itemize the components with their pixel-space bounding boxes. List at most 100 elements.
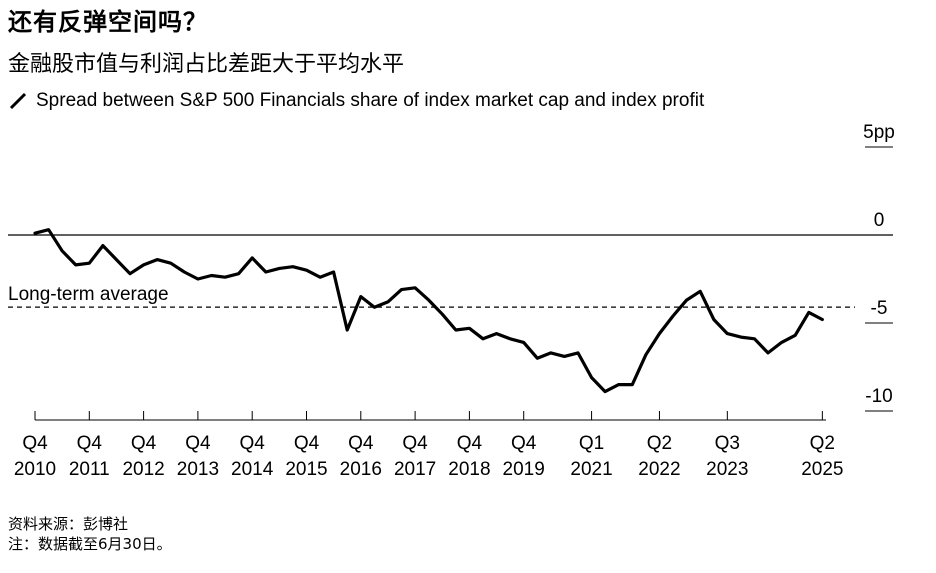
data-point — [644, 353, 648, 356]
data-point — [33, 232, 37, 235]
x-tick-year: 2017 — [394, 459, 436, 480]
data-point — [468, 327, 471, 330]
x-tick-quarter: Q4 — [131, 433, 157, 454]
data-point — [590, 376, 593, 379]
x-tick-quarter: Q4 — [402, 433, 428, 454]
data-point — [576, 351, 580, 355]
data-point — [291, 265, 295, 268]
data-point — [685, 298, 688, 302]
source-note: 资料来源：彭博社 — [8, 515, 129, 533]
data-point — [346, 328, 349, 332]
data-point — [563, 355, 566, 358]
data-point — [237, 272, 240, 275]
data-point — [196, 277, 200, 281]
data-point — [603, 390, 607, 393]
x-tick-quarter: Q3 — [715, 433, 740, 454]
data-point — [128, 272, 132, 275]
data-point — [47, 228, 50, 231]
data-point — [821, 318, 824, 321]
x-tick-year: 2023 — [706, 459, 748, 480]
data-point — [794, 334, 797, 337]
footer: 资料来源：彭博社 注：数据截至6月30日。 — [8, 514, 172, 554]
legend-label: Spread between S&P 500 Financials share … — [36, 90, 705, 111]
y-tick-label: -10 — [865, 386, 892, 407]
data-point — [617, 383, 620, 386]
legend: Spread between S&P 500 Financials share … — [8, 90, 704, 112]
y-tick-label: 0 — [874, 210, 885, 231]
data-point — [671, 314, 675, 318]
data-point — [495, 332, 498, 335]
x-tick-quarter: Q4 — [185, 433, 211, 454]
data-point — [441, 313, 444, 316]
page-subtitle: 金融股市值与利润占比差距大于平均水平 — [8, 52, 405, 77]
x-tick-year: 2019 — [503, 459, 545, 480]
x-tick-year: 2011 — [69, 459, 110, 480]
x-tick-quarter: Q1 — [579, 433, 604, 454]
x-tick-year: 2022 — [638, 459, 680, 480]
data-point — [536, 357, 539, 360]
x-tick-year: 2021 — [570, 459, 612, 480]
data-point — [454, 328, 458, 332]
x-tick-quarter: Q4 — [294, 433, 320, 454]
data-point — [427, 298, 430, 302]
data-point — [183, 270, 186, 274]
x-tick-year: 2015 — [285, 459, 327, 480]
x-tick-quarter: Q4 — [22, 433, 48, 454]
x-tick-quarter: Q4 — [457, 433, 483, 454]
series-line — [33, 228, 824, 394]
data-point — [305, 269, 308, 272]
y-tick-label: -5 — [871, 298, 888, 319]
data-point — [698, 290, 702, 293]
data-point — [631, 383, 634, 386]
data-point — [264, 270, 267, 274]
data-point — [780, 341, 783, 344]
data-point — [373, 305, 376, 309]
data-point — [766, 351, 770, 355]
data-point — [332, 270, 335, 274]
data-point — [481, 337, 485, 341]
x-tick-quarter: Q2 — [810, 433, 835, 454]
long-term-average-label: Long-term average — [8, 284, 169, 305]
footnote: 注：数据截至6月30日。 — [8, 535, 172, 553]
x-tick-quarter: Q4 — [511, 433, 537, 454]
data-point — [658, 332, 661, 335]
data-point — [251, 256, 254, 260]
data-point — [142, 263, 145, 267]
data-point — [413, 286, 417, 289]
x-tick-year: 2010 — [14, 459, 56, 480]
x-tick-quarter: Q2 — [647, 433, 672, 454]
data-point — [726, 332, 729, 335]
x-tick-year: 2014 — [231, 459, 274, 480]
data-point — [88, 261, 91, 265]
data-point — [115, 258, 118, 261]
x-tick-year: 2025 — [801, 459, 843, 480]
x-tick-year: 2012 — [122, 459, 164, 480]
x-tick-year: 2016 — [340, 459, 382, 480]
x-tick-year: 2013 — [177, 459, 219, 480]
data-point — [101, 244, 105, 247]
data-point — [278, 267, 281, 270]
data-point — [739, 335, 743, 339]
y-tick-label: 5pp — [863, 122, 895, 143]
data-point — [223, 276, 227, 279]
data-point — [712, 318, 715, 321]
data-point — [753, 337, 756, 341]
x-tick-year: 2018 — [448, 459, 490, 480]
data-point — [522, 341, 525, 344]
data-point — [549, 351, 553, 355]
data-point — [155, 258, 159, 261]
page-title: 还有反弹空间吗？ — [8, 8, 208, 36]
legend-line-icon — [9, 92, 27, 110]
x-tick-quarter: Q4 — [240, 433, 266, 454]
data-point — [359, 295, 362, 298]
x-tick-quarter: Q4 — [77, 433, 103, 454]
data-point — [74, 263, 77, 267]
data-point — [807, 311, 810, 314]
data-point — [169, 261, 172, 265]
data-point — [400, 288, 403, 291]
x-tick-quarter: Q4 — [348, 433, 374, 454]
data-point — [386, 300, 390, 304]
data-point — [318, 276, 322, 279]
data-point — [210, 274, 213, 277]
